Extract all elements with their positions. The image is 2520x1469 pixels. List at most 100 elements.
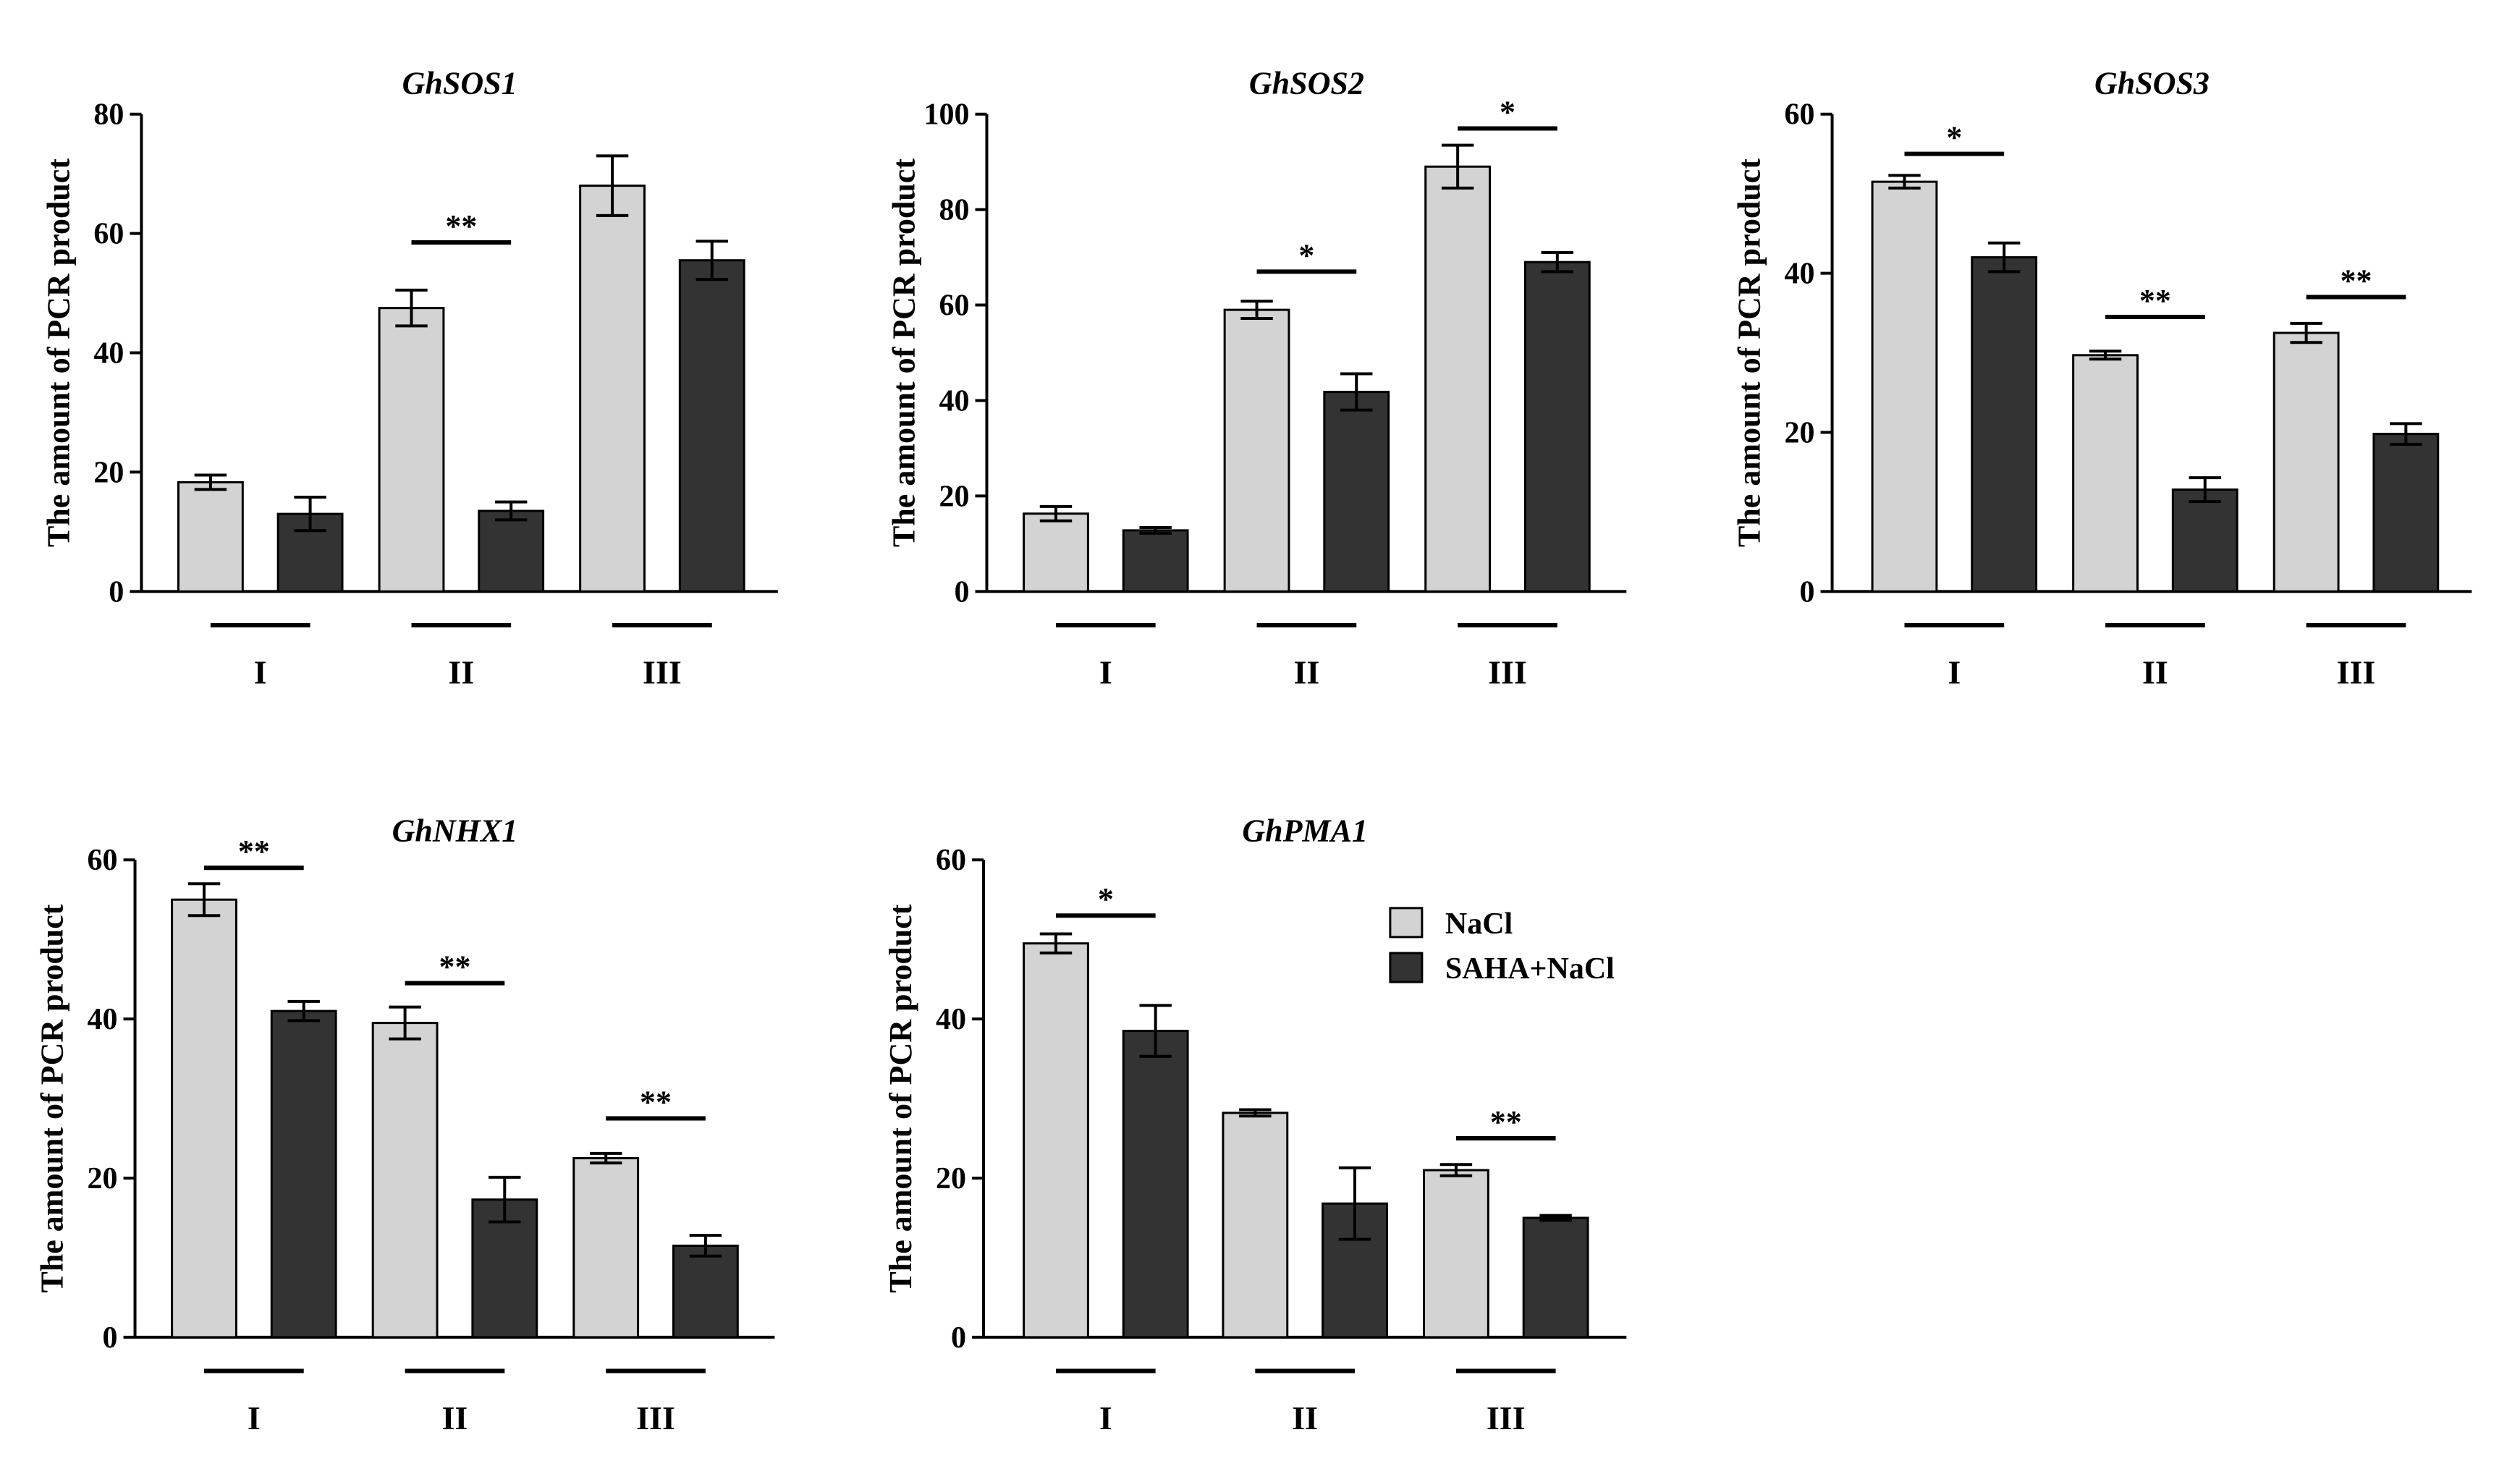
legend-label: NaCl — [1445, 907, 1513, 941]
y-tick-label: 20 — [939, 480, 969, 513]
bar-saha-nacl-ii — [1323, 391, 1390, 593]
y-axis-label: The amount of PCR product — [887, 158, 922, 547]
bar-saha-nacl-iii — [2372, 433, 2440, 593]
bar-saha-nacl-ii — [478, 509, 545, 593]
bar-saha-nacl-i — [1122, 1030, 1189, 1339]
category-label: III — [643, 653, 682, 690]
category-label: II — [442, 1400, 468, 1436]
y-tick-label: 0 — [109, 575, 124, 609]
category-label: II — [1292, 1400, 1318, 1436]
legend: NaCl SAHA+NaCl — [1389, 907, 1615, 986]
error-bar — [1441, 143, 1474, 190]
category-label: II — [1293, 653, 1319, 690]
y-tick-label: 0 — [954, 575, 969, 609]
error-bar — [1541, 250, 1574, 274]
bar-nacl-ii — [2072, 354, 2139, 593]
error-bar — [1039, 932, 1073, 954]
error-bar — [1139, 1004, 1172, 1058]
error-bar — [489, 1175, 521, 1224]
legend-label: SAHA+NaCl — [1445, 952, 1615, 986]
error-bar — [1139, 525, 1172, 535]
bar-nacl-i — [1023, 512, 1089, 593]
bar-nacl-ii — [371, 1022, 439, 1339]
significance-marker: ** — [1490, 1104, 1522, 1140]
error-bar — [287, 999, 320, 1023]
y-tick-label: 20 — [1785, 416, 1815, 449]
chart-title: GhSOS3 — [2094, 65, 2210, 101]
significance-marker: ** — [439, 949, 470, 985]
category-label: II — [448, 653, 474, 690]
bar-saha-nacl-iii — [672, 1244, 739, 1339]
error-bar — [689, 1234, 722, 1258]
error-bar — [1888, 174, 1921, 190]
category-label: I — [254, 653, 267, 690]
bar-nacl-ii — [378, 307, 445, 593]
bar-saha-nacl-ii — [2171, 488, 2238, 593]
y-tick-label: 40 — [939, 384, 969, 418]
chart-title: GhSOS1 — [402, 65, 517, 101]
category-label: I — [1099, 1400, 1112, 1436]
y-tick-label: 20 — [936, 1162, 966, 1195]
chart-title: GhSOS2 — [1249, 65, 1364, 101]
y-tick-label: 60 — [936, 844, 966, 877]
category-label: III — [1487, 1400, 1526, 1436]
bar-nacl-i — [1023, 942, 1089, 1339]
error-bar — [2189, 476, 2221, 504]
bar-nacl-iii — [572, 1157, 640, 1339]
error-bar — [194, 473, 227, 491]
error-bar — [294, 496, 326, 533]
error-bar — [187, 882, 221, 918]
y-tick-label: 0 — [1800, 575, 1815, 609]
error-bar — [395, 288, 428, 328]
y-tick-label: 60 — [93, 218, 124, 251]
y-tick-label: 40 — [88, 1003, 118, 1036]
category-label: II — [2142, 653, 2168, 690]
bar-saha-nacl-i — [1971, 256, 2038, 593]
y-tick-label: 80 — [93, 98, 124, 132]
error-bar — [2290, 321, 2322, 344]
significance-marker: * — [1298, 237, 1314, 273]
y-axis-label: The amount of PCR product — [41, 158, 76, 547]
y-tick-label: 20 — [88, 1162, 118, 1195]
y-tick-label: 60 — [88, 844, 118, 877]
legend-swatch-nacl — [1389, 907, 1424, 939]
y-tick-label: 60 — [939, 289, 969, 323]
error-bar — [2089, 350, 2122, 361]
bar-saha-nacl-i — [1122, 529, 1189, 593]
bar-nacl-iii — [579, 185, 646, 593]
error-bar — [596, 154, 629, 217]
legend-swatch-saha-nacl — [1389, 952, 1424, 983]
bar-saha-nacl-i — [270, 1009, 337, 1339]
y-tick-label: 0 — [103, 1321, 118, 1355]
category-label: III — [636, 1400, 675, 1436]
significance-marker: * — [1500, 94, 1515, 130]
bar-nacl-iii — [1423, 1169, 1489, 1339]
category-label: I — [248, 1400, 261, 1436]
error-bar — [1239, 1108, 1272, 1118]
category-label: III — [2337, 653, 2376, 690]
y-tick-label: 20 — [93, 456, 124, 489]
bar-nacl-i — [1871, 180, 1938, 593]
y-tick-label: 100 — [923, 98, 969, 132]
error-bar — [1338, 1166, 1371, 1241]
chart-panel-ghsos2: GhSOS2 The amount of PCR product 0 20 40 60 80… — [887, 65, 1627, 690]
bar-nacl-ii — [1223, 308, 1290, 593]
y-tick-label: 80 — [939, 194, 969, 227]
bar-saha-nacl-iii — [678, 259, 745, 593]
category-label: I — [1099, 653, 1112, 690]
y-axis-label: The amount of PCR product — [1732, 158, 1767, 547]
significance-marker: ** — [2139, 283, 2171, 318]
y-tick-label: 60 — [1785, 98, 1815, 132]
error-bar — [1039, 504, 1073, 522]
chart-panel-ghsos1: GhSOS1 The amount of PCR product 0 20 40 60 80… — [41, 65, 778, 690]
significance-marker: * — [1098, 881, 1114, 917]
error-bar — [2390, 422, 2422, 446]
error-bar — [589, 1151, 622, 1165]
chart-title: GhNHX1 — [392, 813, 518, 848]
bar-nacl-iii — [1424, 165, 1492, 593]
error-bar — [1240, 300, 1273, 321]
